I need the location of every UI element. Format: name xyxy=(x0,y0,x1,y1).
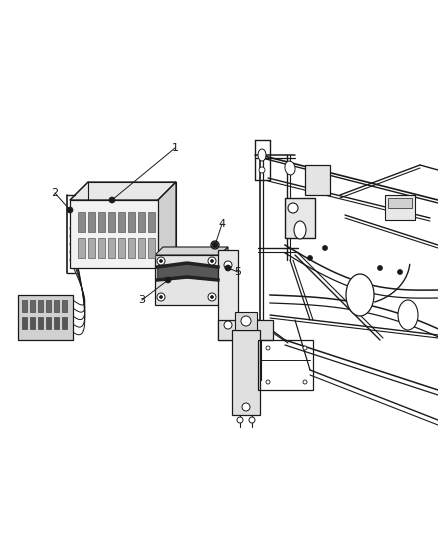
Circle shape xyxy=(208,257,216,265)
Circle shape xyxy=(159,260,162,262)
Polygon shape xyxy=(158,182,176,268)
Bar xyxy=(46,300,51,312)
Circle shape xyxy=(165,277,171,283)
Bar xyxy=(235,312,257,330)
Bar xyxy=(30,300,35,312)
Bar xyxy=(54,317,59,329)
Ellipse shape xyxy=(346,274,374,316)
Circle shape xyxy=(242,403,250,411)
Bar xyxy=(148,212,155,232)
Circle shape xyxy=(241,316,251,326)
Polygon shape xyxy=(155,247,228,255)
Bar xyxy=(305,165,330,195)
Bar xyxy=(138,238,145,258)
Bar xyxy=(148,238,155,258)
Bar xyxy=(54,300,59,312)
Circle shape xyxy=(157,293,165,301)
Bar xyxy=(62,317,67,329)
Bar xyxy=(108,212,115,232)
Circle shape xyxy=(224,261,232,269)
Circle shape xyxy=(211,241,219,249)
Text: 3: 3 xyxy=(138,295,145,305)
Bar xyxy=(388,198,412,208)
Ellipse shape xyxy=(294,221,306,239)
Bar xyxy=(258,340,313,390)
Ellipse shape xyxy=(285,161,295,175)
Circle shape xyxy=(237,417,243,423)
Circle shape xyxy=(159,295,162,298)
Bar xyxy=(138,212,145,232)
Bar xyxy=(38,317,43,329)
Bar xyxy=(62,300,67,312)
Circle shape xyxy=(307,255,312,261)
Circle shape xyxy=(303,380,307,384)
Circle shape xyxy=(225,265,231,271)
Bar xyxy=(155,255,220,305)
Bar xyxy=(18,295,73,340)
Text: 2: 2 xyxy=(51,188,59,198)
Text: 4: 4 xyxy=(219,219,226,229)
Bar xyxy=(285,198,315,238)
Text: 5: 5 xyxy=(234,267,241,277)
Text: 1: 1 xyxy=(172,143,179,153)
Circle shape xyxy=(303,346,307,350)
Polygon shape xyxy=(220,247,228,305)
Circle shape xyxy=(249,417,255,423)
Circle shape xyxy=(212,242,218,248)
Bar xyxy=(46,317,51,329)
Circle shape xyxy=(213,244,216,246)
Ellipse shape xyxy=(258,149,266,161)
Circle shape xyxy=(208,293,216,301)
Bar xyxy=(98,238,105,258)
Circle shape xyxy=(288,203,298,213)
Bar xyxy=(78,238,85,258)
Circle shape xyxy=(266,346,270,350)
Bar xyxy=(118,238,125,258)
Polygon shape xyxy=(70,182,176,200)
Bar xyxy=(22,317,27,329)
Bar xyxy=(108,238,115,258)
Bar xyxy=(70,200,158,268)
Circle shape xyxy=(378,265,382,271)
Bar xyxy=(30,317,35,329)
Circle shape xyxy=(259,167,265,173)
Circle shape xyxy=(109,197,115,203)
Circle shape xyxy=(224,321,232,329)
Circle shape xyxy=(211,295,213,298)
Bar xyxy=(385,195,415,220)
Circle shape xyxy=(398,270,403,274)
Bar xyxy=(128,238,135,258)
Bar xyxy=(88,238,95,258)
Bar xyxy=(232,330,260,415)
Bar xyxy=(128,212,135,232)
Circle shape xyxy=(67,207,73,213)
Circle shape xyxy=(157,257,165,265)
Bar xyxy=(218,320,273,340)
Bar xyxy=(38,300,43,312)
Bar xyxy=(22,300,27,312)
Bar xyxy=(118,212,125,232)
Bar xyxy=(218,250,238,340)
Bar xyxy=(98,212,105,232)
Ellipse shape xyxy=(398,300,418,330)
Circle shape xyxy=(211,260,213,262)
Circle shape xyxy=(322,246,328,251)
Bar xyxy=(78,212,85,232)
Bar xyxy=(88,212,95,232)
Circle shape xyxy=(266,380,270,384)
